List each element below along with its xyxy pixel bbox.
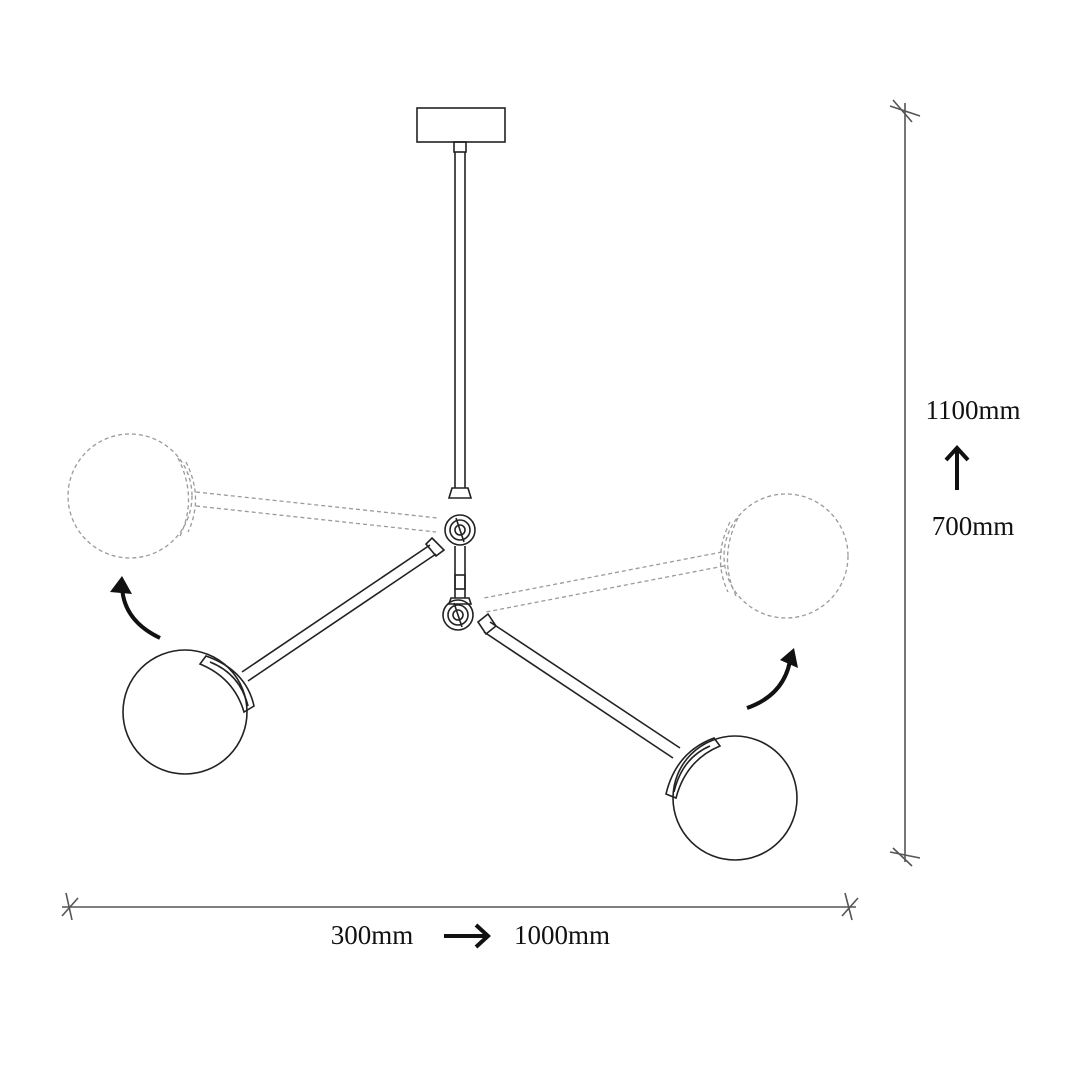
rotate-arrow-right-icon: [746, 653, 793, 710]
height-max-label: 1100mm: [925, 395, 1020, 425]
lower-joint: [442, 599, 474, 631]
right-globe: [665, 735, 798, 861]
height-min-label: 700mm: [932, 511, 1015, 541]
width-max-label: 1000mm: [514, 920, 610, 950]
height-dimension-line: [889, 99, 921, 867]
left-ghost-globe: [67, 433, 439, 559]
right-arm: [476, 612, 681, 759]
left-globe: [122, 649, 255, 775]
arrow-up-icon: [944, 445, 970, 490]
width-dimension-line: [61, 892, 859, 921]
left-arm: [241, 536, 446, 682]
right-ghost-globe: [483, 493, 849, 619]
suspension-rod: [447, 141, 473, 605]
ceiling-canopy: [416, 107, 506, 143]
upper-joint: [444, 514, 476, 546]
arrow-right-icon: [444, 923, 491, 949]
width-min-label: 300mm: [331, 920, 414, 950]
